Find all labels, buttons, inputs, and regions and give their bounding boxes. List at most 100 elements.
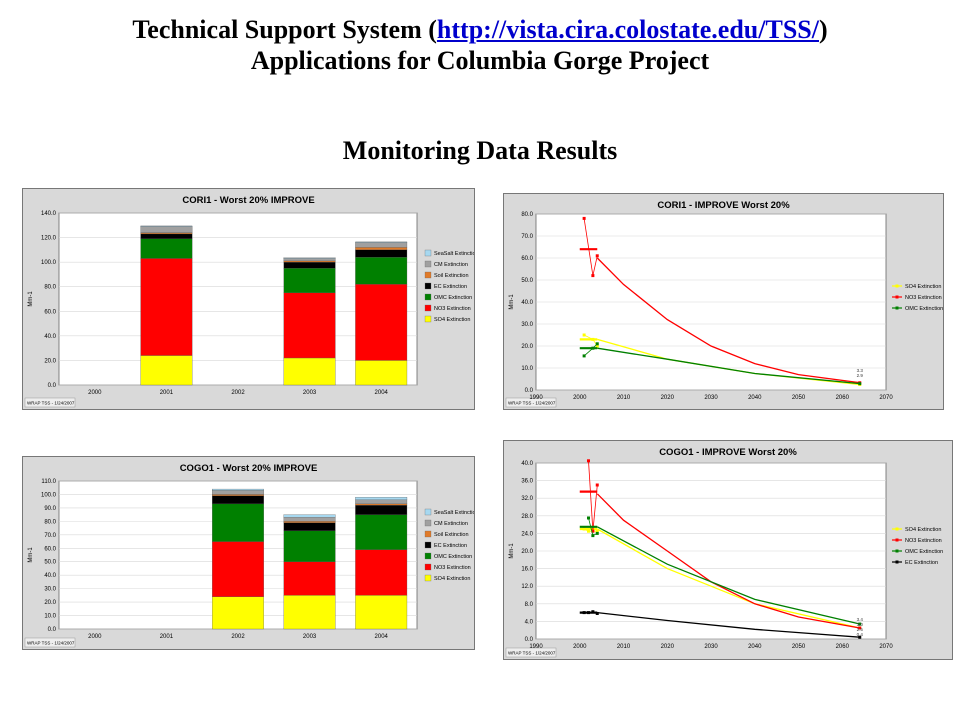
end-value-label: 3.3 — [857, 368, 864, 373]
legend-swatch — [424, 530, 432, 538]
end-value-label: 2.9 — [857, 373, 864, 378]
bar-segment-seasalt-extinction — [283, 514, 336, 518]
footer-text: WRAP TSS - 1/24/2007 — [27, 401, 75, 406]
observed-point-so4-extinction — [595, 344, 599, 348]
x-tick-label: 2060 — [836, 644, 850, 650]
x-tick-label: 2010 — [617, 395, 631, 401]
observed-point-so4-extinction — [595, 529, 599, 533]
bar-segment-no3-extinction — [355, 549, 408, 596]
bar-segment-seasalt-extinction — [283, 257, 336, 259]
legend-swatch — [424, 249, 432, 257]
legend-label-no3-extinction: NO3 Extinction — [905, 538, 942, 544]
legend-label-seasalt-extinction: SeaSalt Extinction — [434, 510, 474, 516]
legend-label-ec-extinction: EC Extinction — [434, 543, 467, 549]
bar-segment-ec-extinction — [212, 495, 264, 505]
bar-segment-omc-extinction — [140, 238, 193, 259]
footer-box — [24, 397, 76, 408]
legend-label-so4-extinction: SO4 Extinction — [905, 284, 941, 290]
bar-segment-omc-extinction — [283, 530, 336, 562]
y-tick-label: 28.0 — [521, 514, 533, 520]
y-tick-label: 70.0 — [44, 533, 56, 539]
observed-point-omc-extinction — [591, 534, 595, 538]
legend-label-so4-extinction: SO4 Extinction — [434, 317, 470, 323]
footer-box — [505, 647, 557, 658]
end-value-label: 2.5 — [857, 627, 864, 632]
bar-segment-cm-extinction — [140, 226, 193, 233]
tss-link[interactable]: http://vista.cira.colostate.edu/TSS/ — [436, 15, 819, 44]
section-title: Monitoring Data Results — [342, 136, 618, 165]
bar-segment-cm-extinction — [283, 258, 336, 262]
y-tick-label: 50.0 — [44, 560, 56, 566]
x-tick-label: 2010 — [617, 644, 631, 650]
legend-marker — [895, 306, 899, 310]
observed-point-omc-extinction — [595, 531, 599, 535]
x-tick-label: 2050 — [792, 395, 806, 401]
observed-point-omc-extinction — [591, 346, 595, 350]
y-tick-label: 0.0 — [48, 627, 57, 633]
legend-label-omc-extinction: OMC Extinction — [434, 295, 472, 301]
legend-label-seasalt-extinction: SeaSalt Extinction — [434, 251, 474, 257]
legend-swatch — [424, 293, 432, 301]
bar-segment-seasalt-extinction — [355, 496, 408, 500]
x-tick-label: 2001 — [160, 390, 174, 396]
x-tick-label: 2000 — [88, 390, 102, 396]
footer-text: WRAP TSS - 1/24/2007 — [508, 651, 556, 656]
glidepath-omc-extinction — [597, 347, 860, 385]
legend-label-ec-extinction: EC Extinction — [905, 560, 938, 566]
end-value-label: 3.0 — [857, 622, 864, 627]
y-tick-label: 110.0 — [41, 479, 56, 485]
legend-swatch — [424, 304, 432, 312]
y-tick-label: 20.0 — [521, 549, 533, 555]
legend-swatch — [424, 315, 432, 323]
legend-swatch — [424, 563, 432, 571]
legend-swatch — [424, 271, 432, 279]
legend-swatch — [424, 574, 432, 582]
x-tick-label: 2000 — [573, 395, 587, 401]
bar-segment-soil-extinction — [212, 494, 264, 496]
chart-title: CORI1 - Worst 20% IMPROVE — [182, 195, 314, 206]
y-tick-label: 0.0 — [525, 388, 534, 394]
bar-segment-cm-extinction — [283, 517, 336, 522]
chart-title: COGO1 - Worst 20% IMPROVE — [180, 463, 318, 474]
footer-box — [24, 637, 76, 648]
y-tick-label: 8.0 — [525, 602, 534, 608]
bar-segment-so4-extinction — [355, 595, 408, 630]
title-text-start: Technical Support System ( — [132, 15, 437, 44]
x-tick-label: 2030 — [704, 395, 718, 401]
y-tick-label: 16.0 — [521, 567, 533, 573]
bar-segment-soil-extinction — [283, 521, 336, 523]
observed-point-ec-extinction — [587, 611, 590, 615]
y-axis-label: Mm-1 — [509, 294, 515, 310]
bar-segment-no3-extinction — [355, 284, 408, 361]
bar-segment-cm-extinction — [355, 242, 408, 248]
y-tick-label: 40.0 — [44, 334, 56, 340]
legend-marker — [895, 295, 899, 299]
end-value-label: 0.4 — [857, 632, 864, 637]
bar-segment-omc-extinction — [283, 268, 336, 294]
footer-text: WRAP TSS - 1/24/2007 — [27, 641, 75, 646]
y-axis-label: Mm-1 — [509, 543, 515, 559]
y-tick-label: 10.0 — [521, 366, 533, 372]
bar-segment-ec-extinction — [355, 505, 408, 515]
end-point-omc-extinction — [858, 382, 862, 386]
bar-segment-ec-extinction — [283, 522, 336, 531]
x-tick-label: 2004 — [375, 634, 389, 640]
bar-segment-so4-extinction — [212, 596, 264, 630]
bar-segment-soil-extinction — [355, 503, 408, 506]
legend-swatch — [424, 260, 432, 268]
x-tick-label: 2003 — [303, 634, 317, 640]
observed-point-ec-extinction — [582, 611, 586, 615]
legend-swatch — [424, 519, 432, 527]
legend-label-no3-extinction: NO3 Extinction — [905, 295, 942, 301]
bar-segment-omc-extinction — [212, 503, 264, 542]
legend-label-so4-extinction: SO4 Extinction — [905, 527, 941, 533]
observed-point-ec-extinction — [595, 611, 599, 615]
y-tick-label: 100.0 — [41, 492, 57, 498]
observed-point-no3-extinction — [591, 529, 595, 533]
legend-label-so4-extinction: SO4 Extinction — [434, 576, 470, 582]
y-tick-label: 30.0 — [521, 322, 533, 328]
bar-segment-omc-extinction — [355, 514, 408, 550]
x-tick-label: 2070 — [879, 644, 893, 650]
chart-title: COGO1 - IMPROVE Worst 20% — [659, 447, 797, 458]
y-tick-label: 0.0 — [525, 637, 534, 643]
